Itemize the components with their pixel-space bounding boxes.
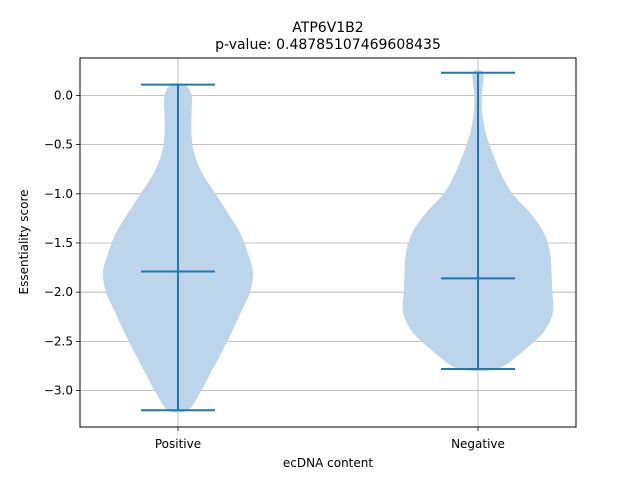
x-tick-label: Negative (451, 437, 505, 451)
x-tick-label: Positive (155, 437, 201, 451)
y-axis-label: Essentiality score (17, 190, 31, 295)
y-tick-label: −2.0 (44, 285, 73, 299)
chart-subtitle: p-value: 0.48785107469608435 (215, 37, 441, 53)
tick-layer: 0.0 −0.5 −1.0 −1.5 −2.0 −2.5 −3.0 Positive Negat… (44, 88, 505, 451)
y-tick-label: −0.5 (44, 138, 73, 152)
stat-lines-layer (141, 71, 515, 412)
y-tick-label: −2.5 (44, 334, 73, 348)
y-tick-label: −1.0 (44, 187, 73, 201)
plot-frame (79, 57, 577, 428)
violin-layer (102, 69, 554, 413)
chart-title: ATP6V1B2 (292, 20, 363, 36)
y-tick-label: −1.5 (44, 236, 73, 250)
x-axis-label: ecDNA content (283, 456, 373, 470)
y-tick-label: 0.0 (54, 88, 73, 102)
y-tick-label: −3.0 (44, 384, 73, 398)
